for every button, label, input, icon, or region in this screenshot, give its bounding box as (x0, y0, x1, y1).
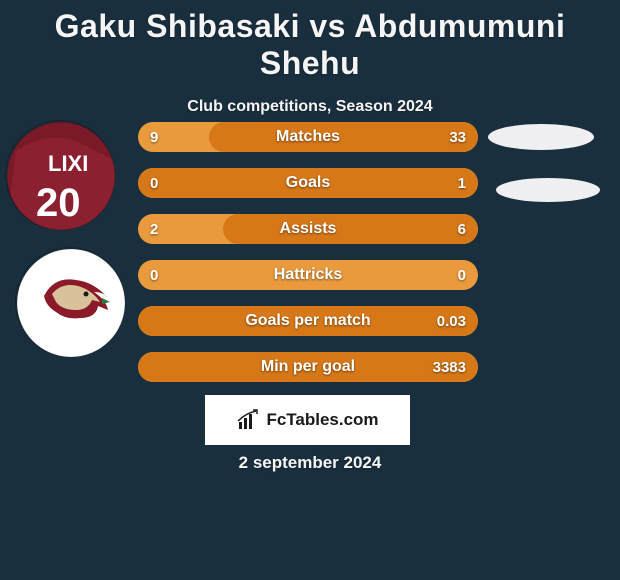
stat-value-right: 0.03 (437, 313, 466, 330)
stat-value-right: 1 (458, 175, 466, 192)
stat-label: Goals (286, 174, 330, 192)
page-title: Gaku Shibasaki vs Abdumumuni Shehu (0, 0, 620, 82)
accent-ellipse-1 (488, 124, 594, 150)
svg-text:LIXI: LIXI (48, 151, 88, 176)
stat-label: Hattricks (274, 266, 342, 284)
stat-value-right: 0 (458, 267, 466, 284)
accent-ellipse-2 (496, 178, 600, 202)
branding-badge[interactable]: FcTables.com (205, 395, 410, 445)
stat-label: Min per goal (261, 358, 355, 376)
stat-value-left: 9 (150, 129, 158, 146)
player2-avatar (15, 247, 125, 357)
player1-jersey-icon: LIXI 20 (6, 121, 116, 231)
fctables-logo-icon (236, 408, 260, 432)
stat-row: 2 Assists 6 (138, 214, 478, 244)
branding-text: FcTables.com (266, 410, 378, 430)
stat-row: 0 Hattricks 0 (138, 260, 478, 290)
stat-label: Assists (280, 220, 337, 238)
stat-fill-right (223, 214, 478, 244)
stat-label: Goals per match (245, 312, 370, 330)
stats-panel: 9 Matches 33 0 Goals 1 2 Assists 6 0 Hattricks 0 Goa… (138, 122, 478, 398)
stat-row: Min per goal 3383 (138, 352, 478, 382)
stat-value-right: 3383 (433, 359, 466, 376)
stat-label: Matches (276, 128, 340, 146)
stat-value-left: 2 (150, 221, 158, 238)
svg-text:20: 20 (36, 181, 81, 225)
player1-avatar: LIXI 20 (5, 120, 115, 230)
subtitle: Club competitions, Season 2024 (0, 98, 620, 116)
stat-value-left: 0 (150, 175, 158, 192)
stat-value-right: 6 (458, 221, 466, 238)
stat-row: 0 Goals 1 (138, 168, 478, 198)
stat-value-right: 33 (449, 129, 466, 146)
comparison-infographic: Gaku Shibasaki vs Abdumumuni Shehu Club … (0, 0, 620, 580)
stat-row: Goals per match 0.03 (138, 306, 478, 336)
stat-fill-right (209, 122, 478, 152)
date-text: 2 september 2024 (0, 453, 620, 473)
stat-row: 9 Matches 33 (138, 122, 478, 152)
player2-logo-icon (16, 248, 126, 358)
stat-value-left: 0 (150, 267, 158, 284)
